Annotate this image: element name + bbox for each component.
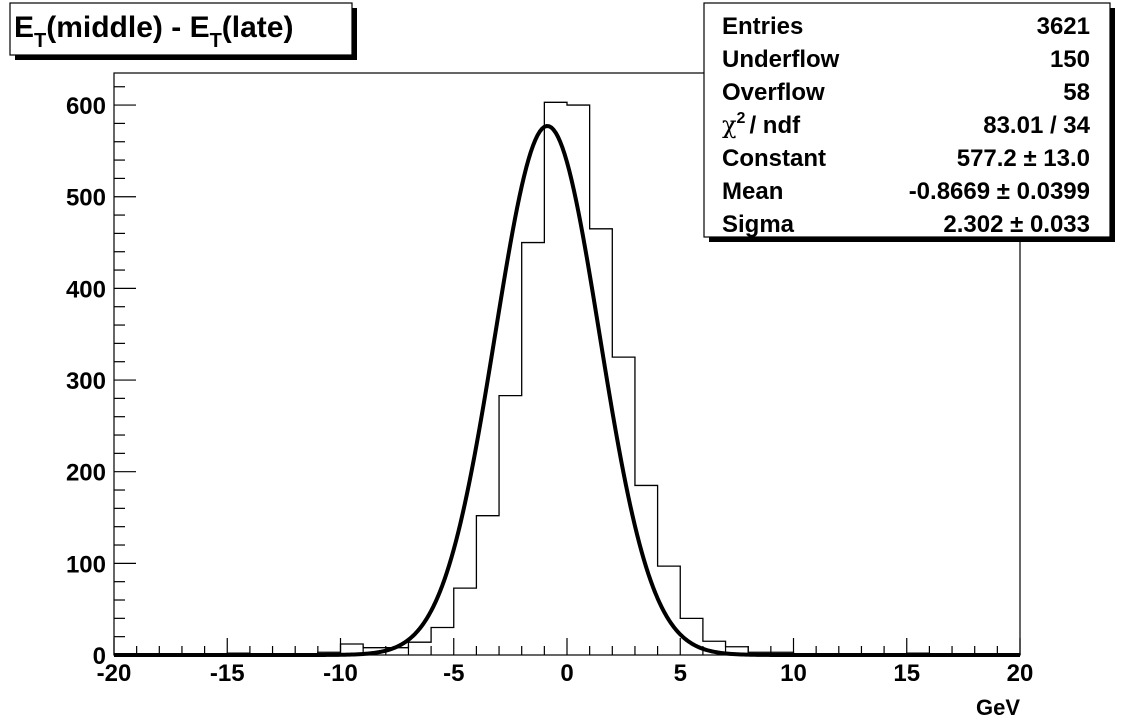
y-tick-label: 200 bbox=[66, 460, 106, 487]
stats-value: 58 bbox=[1063, 79, 1090, 106]
x-axis: -20 -15 -10 -5 0 5 10 15 20 bbox=[97, 638, 1034, 687]
x-tick-label: 5 bbox=[674, 660, 687, 687]
gaussian-fit-curve bbox=[114, 124, 1020, 657]
chart-title: ET(middle) - ET(late) bbox=[14, 11, 293, 52]
stats-box: Entries 3621 Underflow 150 Overflow 58 χ2/ ndf… bbox=[703, 2, 1115, 242]
x-tick-label: -5 bbox=[443, 660, 464, 687]
stats-label: Entries bbox=[722, 13, 803, 40]
x-tick-label: -10 bbox=[323, 660, 358, 687]
stats-label: Underflow bbox=[722, 46, 840, 73]
y-axis: 0 100 200 300 400 500 600 bbox=[66, 86, 136, 670]
stats-value: 150 bbox=[1050, 46, 1090, 73]
x-tick-label: 20 bbox=[1007, 660, 1034, 687]
y-tick-label: 500 bbox=[66, 185, 106, 212]
y-tick-label: 600 bbox=[66, 93, 106, 120]
y-tick-label: 0 bbox=[93, 643, 106, 670]
stats-value: 83.01 / 34 bbox=[983, 112, 1090, 139]
y-tick-label: 400 bbox=[66, 276, 106, 303]
stats-label: Mean bbox=[722, 178, 783, 205]
stats-label: Constant bbox=[722, 145, 826, 172]
y-tick-label: 100 bbox=[66, 551, 106, 578]
x-axis-label: GeV bbox=[976, 695, 1020, 720]
stats-label: Sigma bbox=[722, 211, 795, 238]
x-tick-label: 0 bbox=[560, 660, 573, 687]
x-tick-label: -15 bbox=[210, 660, 245, 687]
stats-label: Overflow bbox=[722, 79, 825, 106]
chart-title-box: ET(middle) - ET(late) bbox=[9, 2, 357, 60]
x-tick-label: 10 bbox=[780, 660, 807, 687]
stats-value: 2.302 ± 0.033 bbox=[943, 211, 1090, 238]
stats-value: 577.2 ± 13.0 bbox=[957, 145, 1090, 172]
y-tick-label: 300 bbox=[66, 368, 106, 395]
x-tick-label: 15 bbox=[893, 660, 920, 687]
stats-value: 3621 bbox=[1037, 13, 1090, 40]
stats-label: χ2/ ndf bbox=[722, 110, 801, 139]
x-tick-label: -20 bbox=[97, 660, 132, 687]
stats-value: -0.8669 ± 0.0399 bbox=[909, 178, 1090, 205]
